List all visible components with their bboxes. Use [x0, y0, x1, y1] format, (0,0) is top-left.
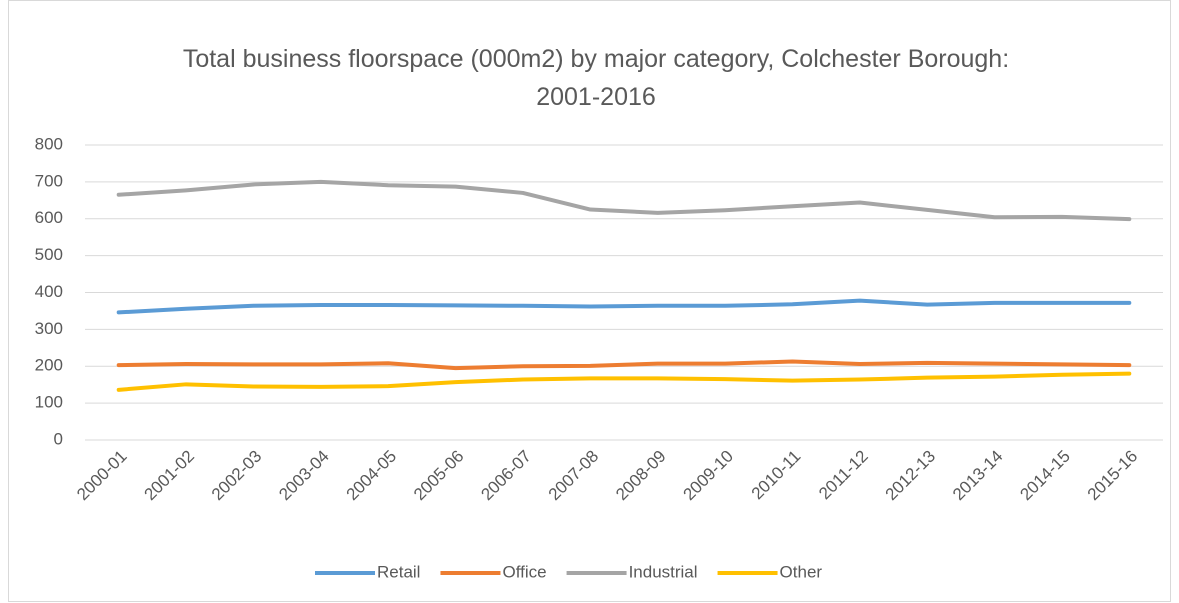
series-line	[116, 179, 1132, 222]
y-tick-label: 0	[54, 429, 63, 448]
chart-border	[8, 0, 1171, 602]
series-line	[116, 298, 1132, 315]
y-tick-label: 800	[35, 134, 63, 153]
y-tick-label: 100	[35, 393, 63, 412]
y-tick-label: 400	[35, 282, 63, 301]
series-line	[116, 359, 1132, 371]
chart-title: Total business floorspace (000m2) by maj…	[182, 45, 1010, 111]
y-tick-label: 700	[35, 171, 63, 190]
legend-label: Retail	[377, 562, 420, 581]
y-tick-label: 200	[35, 356, 63, 375]
y-tick-label: 300	[35, 319, 63, 338]
y-tick-label: 500	[35, 245, 63, 264]
legend-label: Industrial	[629, 562, 698, 581]
legend-label: Office	[502, 562, 546, 581]
series-line	[116, 371, 1132, 392]
legend-label: Other	[780, 562, 823, 581]
y-tick-label: 600	[35, 208, 63, 227]
